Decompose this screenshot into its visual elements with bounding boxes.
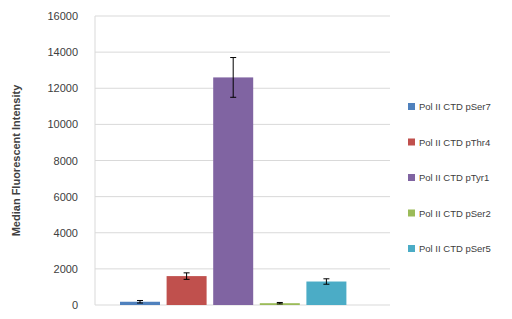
error-bar [323, 279, 329, 284]
bar [306, 282, 346, 305]
grid-line [95, 16, 390, 17]
y-axis-line [95, 16, 96, 305]
legend-swatch [408, 245, 415, 252]
y-axis-title: Median Fluorescent Intensity [10, 84, 22, 236]
y-tick-label: 12000 [47, 82, 78, 94]
error-bar [137, 300, 143, 303]
legend-label: Pol II CTD pTyr1 [419, 172, 489, 183]
bars [120, 58, 346, 305]
bar [213, 77, 253, 305]
legend-swatch [408, 103, 415, 110]
legend-swatch [408, 174, 415, 181]
y-tick-label: 16000 [47, 10, 78, 22]
chart: 0 2000 4000 6000 8000 10000 12000 14000 16000 Med… [0, 0, 512, 319]
legend-swatch [408, 139, 415, 146]
y-tick-label: 6000 [54, 191, 78, 203]
y-tick-label: 8000 [54, 155, 78, 167]
legend-swatch [408, 210, 415, 217]
bar [260, 303, 300, 305]
legend-label: Pol II CTD pThr4 [419, 137, 490, 148]
error-bar [277, 302, 283, 303]
error-bar [230, 58, 236, 98]
y-tick-label: 10000 [47, 118, 78, 130]
y-tick-label: 2000 [54, 263, 78, 275]
y-tick-label: 0 [72, 299, 78, 311]
legend-label: Pol II CTD pSer7 [419, 101, 491, 112]
legend-label: Pol II CTD pSer5 [419, 243, 491, 254]
y-tick-label: 14000 [47, 46, 78, 58]
background [0, 0, 512, 319]
grid-line [95, 52, 390, 53]
error-bar [184, 273, 190, 280]
bar [167, 276, 207, 305]
legend-label: Pol II CTD pSer2 [419, 208, 491, 219]
y-tick-label: 4000 [54, 227, 78, 239]
